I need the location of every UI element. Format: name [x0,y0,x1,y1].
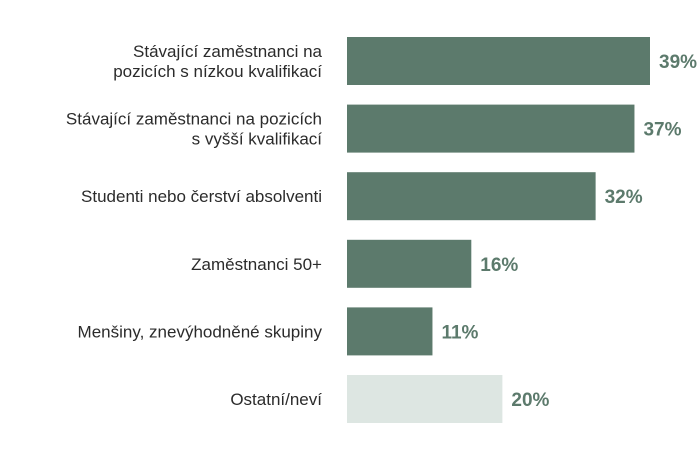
bar-0 [347,37,650,85]
category-label-line: Stávající zaměstnanci na pozicích [66,110,322,129]
category-label-2: Studenti nebo čerství absolventi [81,187,322,206]
value-label-4: 11% [441,322,478,343]
category-label-line: s vyšší kvalifikací [192,130,323,149]
bar-4 [347,307,433,356]
bar-3 [347,239,472,288]
value-label-0: 39% [659,52,697,73]
category-label-line: Menšiny, znevýhodněné skupiny [78,322,323,341]
value-label-3: 16% [480,255,518,276]
category-label-line: Ostatní/neví [230,390,322,409]
category-label-line: Stávající zaměstnanci na [133,42,323,61]
category-label-5: Ostatní/neví [230,390,322,409]
category-label-3: Zaměstnanci 50+ [191,255,322,274]
category-label-line: pozicích s nízkou kvalifikací [113,62,322,81]
category-label-0: Stávající zaměstnanci na pozicích s nízko… [113,42,322,81]
value-label-5: 20% [511,390,549,411]
value-label-1: 37% [643,120,681,141]
category-label-line: Studenti nebo čerství absolventi [81,187,322,206]
category-label-1: Stávající zaměstnanci na pozicích s vyšší… [66,110,322,149]
bar-2 [347,172,596,221]
bar-1 [347,104,635,153]
bar-5 [347,375,503,423]
category-label-4: Menšiny, znevýhodněné skupiny [78,322,323,341]
value-label-2: 32% [605,187,643,208]
category-label-line: Zaměstnanci 50+ [191,255,322,274]
